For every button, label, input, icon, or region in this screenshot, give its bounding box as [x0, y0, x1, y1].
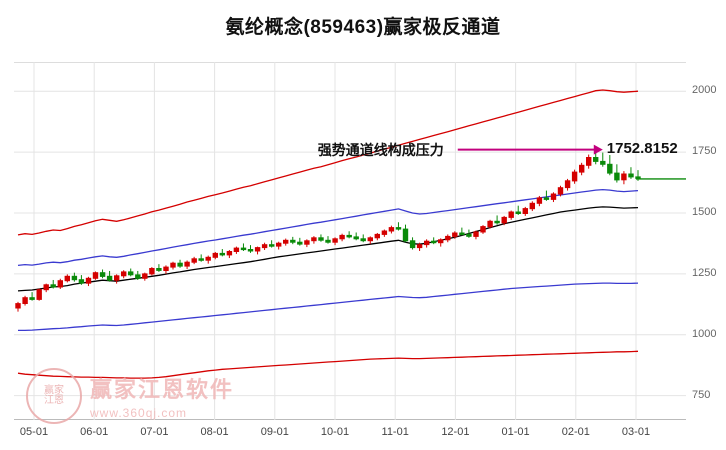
x-tick-label: 03-01: [621, 426, 651, 438]
x-tick-label: 06-01: [80, 426, 109, 438]
x-tick-label: 01-01: [501, 426, 530, 438]
x-tick-label: 10-01: [320, 426, 350, 438]
x-tick-label: 02-01: [561, 426, 590, 438]
chart-canvas: [14, 62, 686, 420]
plot-area: [14, 62, 686, 420]
y-tick-label: 1500: [692, 205, 717, 218]
x-tick-label: 09-01: [260, 426, 289, 438]
x-tick-label: 05-01: [19, 426, 49, 438]
y-tick-label: 750: [692, 388, 711, 401]
y-tick-label: 2000: [692, 84, 717, 97]
current-price-label: 1752.8152: [606, 139, 678, 157]
x-tick-label: 11-01: [381, 426, 409, 438]
x-tick-label: 08-01: [200, 426, 229, 438]
y-tick-label: 1750: [692, 145, 717, 158]
x-tick-label: 07-01: [140, 426, 169, 438]
annotation-label: 强势通道线构成压力: [317, 141, 444, 158]
page-title: 氨纶概念(859463)赢家极反通道: [225, 17, 501, 38]
x-tick-label: 12-01: [441, 426, 470, 438]
y-tick-label: 1000: [692, 327, 717, 340]
y-tick-label: 1250: [692, 266, 717, 279]
